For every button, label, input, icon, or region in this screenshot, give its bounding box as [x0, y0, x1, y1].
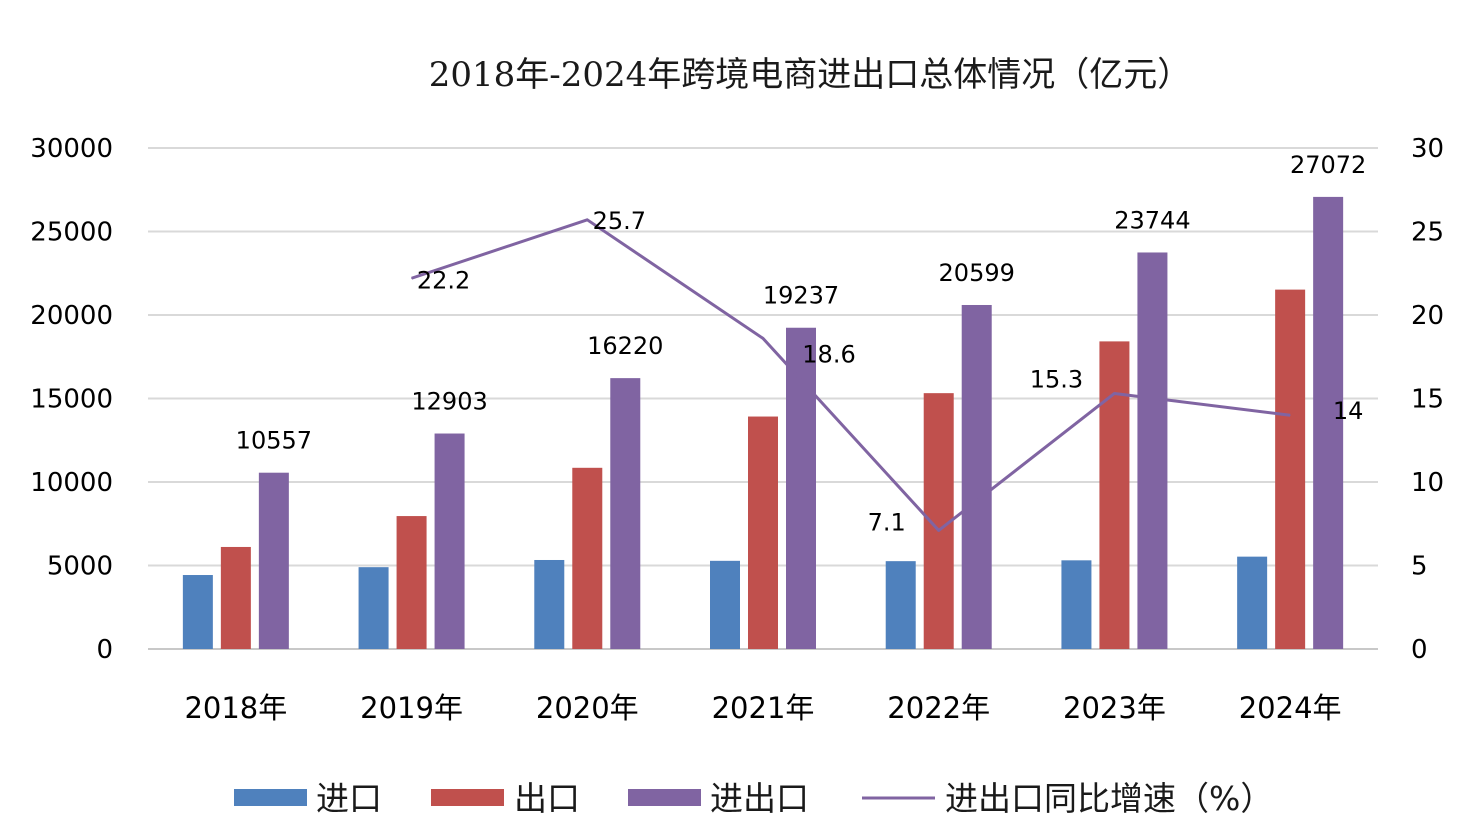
- legend-label: 进出口同比增速（%）: [945, 779, 1273, 818]
- legend-label: 出口: [514, 779, 580, 818]
- bar-data-label: 19237: [763, 282, 839, 310]
- bar-data-label: 10557: [236, 427, 312, 455]
- legend-label: 进口: [316, 779, 382, 818]
- line-data-label: 15.3: [1030, 365, 1083, 393]
- bar-进出口: [434, 433, 465, 649]
- y-left-tick-label: 25000: [30, 218, 113, 248]
- legend-swatch: [234, 789, 307, 806]
- line-data-label: 14: [1333, 397, 1364, 425]
- line-data-label: 18.6: [802, 340, 855, 368]
- y-left-tick-label: 20000: [30, 301, 113, 331]
- legend-swatch: [431, 789, 504, 806]
- growth-rate-line: [411, 218, 1291, 532]
- line-point: [762, 337, 764, 339]
- bar-出口: [748, 416, 778, 649]
- bar-出口: [220, 546, 251, 649]
- bar-进口: [534, 559, 565, 649]
- line-point: [1113, 392, 1115, 394]
- x-category-label: 2020年: [536, 691, 639, 725]
- y-left-tick-label: 0: [96, 635, 113, 665]
- y-left-tick-label: 10000: [30, 468, 113, 498]
- bar-进口: [182, 575, 213, 649]
- line-point: [1289, 414, 1291, 416]
- y-left-tick-label: 30000: [30, 134, 113, 164]
- y-right-tick-label: 30: [1411, 134, 1444, 164]
- y-right-tick-label: 20: [1411, 301, 1444, 331]
- bar-进出口: [786, 327, 816, 649]
- x-category-label: 2019年: [360, 691, 463, 725]
- line-data-label: 7.1: [868, 508, 906, 536]
- bar-进出口: [961, 304, 992, 649]
- x-category-label: 2023年: [1063, 691, 1166, 725]
- chart-title: 2018年-2024年跨境电商进出口总体情况（亿元）: [429, 55, 1192, 95]
- legend: 进口 出口 进出口 进出口同比增速（%）: [234, 779, 1273, 818]
- bar-data-label: 12903: [411, 388, 487, 416]
- x-axis: 2018年 2019年 2020年 2021年 2022年 2023年 2024年: [184, 691, 1341, 725]
- bar-进口: [1237, 556, 1268, 649]
- bar-data-label: 27072: [1290, 151, 1366, 179]
- bar-进出口: [1137, 252, 1168, 649]
- y-right-tick-label: 0: [1411, 635, 1428, 665]
- line-series: [411, 218, 1291, 532]
- line-point: [938, 529, 940, 531]
- y-left-tick-label: 5000: [47, 552, 113, 582]
- x-category-label: 2018年: [184, 691, 287, 725]
- bar-进口: [885, 561, 916, 649]
- x-category-label: 2021年: [712, 691, 815, 725]
- bar-data-label: 20599: [939, 259, 1015, 287]
- y-right-tick-label: 25: [1411, 218, 1444, 248]
- data-labels: 10557 12903 16220 19237 20599 23744 27072 22.2 2…: [236, 151, 1367, 537]
- legend-label: 进出口: [710, 779, 809, 818]
- bar-出口: [396, 516, 427, 649]
- y-right-tick-label: 10: [1411, 468, 1444, 498]
- bar-data-label: 23744: [1114, 206, 1190, 234]
- x-category-label: 2022年: [887, 691, 990, 725]
- x-category-label: 2024年: [1239, 691, 1342, 725]
- bar-出口: [572, 467, 603, 649]
- legend-swatch: [628, 789, 701, 806]
- bar-进口: [710, 560, 740, 649]
- bar-进出口: [610, 378, 641, 649]
- line-data-label: 22.2: [417, 266, 470, 294]
- bar-进口: [358, 567, 389, 649]
- bar-进口: [1061, 560, 1092, 649]
- line-point: [411, 277, 413, 279]
- bar-出口: [1099, 341, 1130, 649]
- bar-data-label: 16220: [587, 332, 663, 360]
- bar-series: [182, 196, 1344, 650]
- y-axis-right: 0 5 10 15 20 25 30: [1411, 134, 1444, 665]
- y-axis-left: 0 5000 10000 15000 20000 25000 30000: [30, 134, 113, 665]
- bar-进出口: [258, 472, 289, 649]
- y-right-tick-label: 5: [1411, 552, 1428, 582]
- line-point: [586, 219, 588, 221]
- y-right-tick-label: 15: [1411, 385, 1444, 415]
- y-left-tick-label: 15000: [30, 385, 113, 415]
- line-data-label: 25.7: [593, 207, 646, 235]
- bar-出口: [1275, 289, 1306, 649]
- bar-进出口: [1313, 196, 1344, 650]
